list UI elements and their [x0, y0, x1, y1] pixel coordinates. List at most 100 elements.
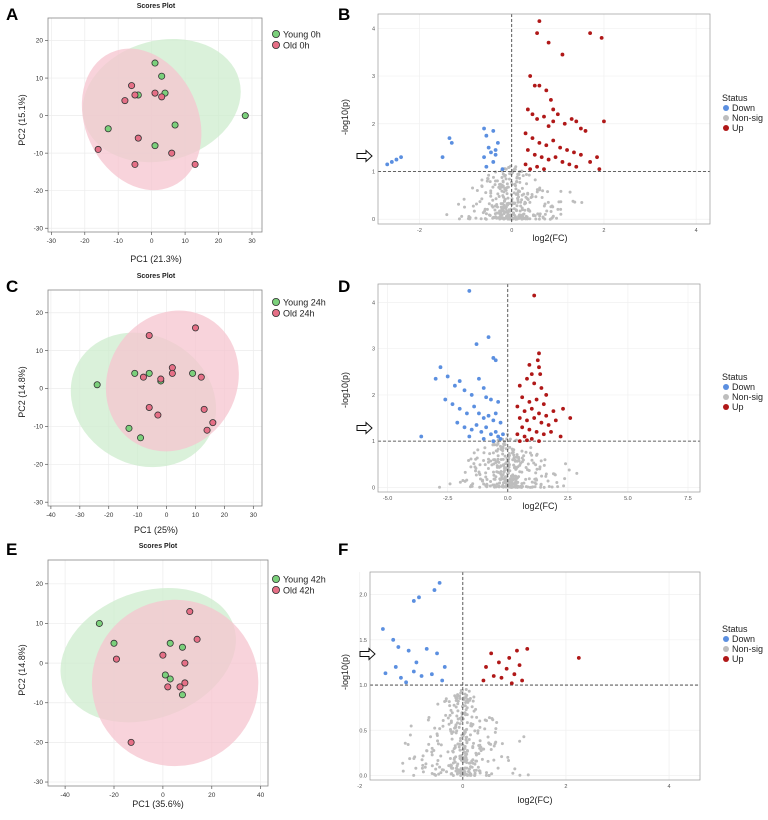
down-regulated-point — [435, 651, 439, 656]
non-sig-point — [526, 192, 530, 196]
y-axis-label: -log10(p) — [340, 99, 350, 135]
up-regulated-point — [523, 131, 528, 136]
non-sig-point — [473, 729, 477, 733]
non-sig-point — [535, 453, 539, 457]
non-sig-point — [557, 200, 561, 204]
legend-marker — [723, 646, 729, 652]
non-sig-point — [467, 459, 471, 463]
non-sig-point — [492, 744, 496, 748]
non-sig-point — [503, 466, 507, 470]
y-axis-label: PC2 (15.1%) — [17, 94, 27, 146]
up-regulated-point — [532, 152, 537, 157]
down-regulated-point — [450, 402, 455, 407]
non-sig-point — [489, 459, 493, 463]
up-regulated-point — [595, 155, 599, 160]
non-sig-point — [524, 214, 528, 218]
non-sig-point — [457, 217, 461, 221]
non-sig-point — [471, 186, 475, 190]
x-tick-label: 2 — [602, 228, 605, 234]
non-sig-point — [493, 208, 497, 212]
threshold-arrow-icon — [359, 647, 376, 661]
non-sig-point — [530, 453, 534, 457]
non-sig-point — [456, 709, 460, 713]
non-sig-point — [516, 198, 520, 202]
non-sig-point — [484, 773, 488, 777]
x-axis-label: log2(FC) — [517, 795, 552, 805]
down-regulated-point — [383, 671, 388, 676]
legend-label: Down — [732, 634, 755, 644]
non-sig-point — [460, 688, 464, 692]
y-tick-label: 2 — [372, 393, 375, 399]
young-sample-point — [104, 125, 112, 133]
plot-title: Scores Plot — [137, 273, 176, 280]
non-sig-point — [518, 773, 522, 777]
up-regulated-point — [551, 107, 556, 112]
non-sig-point — [420, 758, 424, 762]
legend-label: Down — [732, 103, 755, 113]
up-regulated-point — [555, 112, 560, 117]
legend-marker — [723, 105, 729, 111]
legend-title: Status — [722, 624, 748, 634]
up-regulated-point — [546, 124, 551, 129]
down-regulated-point — [498, 436, 503, 441]
up-regulated-point — [537, 365, 541, 370]
non-sig-point — [452, 703, 456, 707]
non-sig-point — [518, 180, 522, 184]
non-sig-point — [484, 191, 488, 195]
non-sig-point — [477, 769, 481, 773]
non-sig-point — [470, 759, 474, 763]
non-sig-point — [495, 179, 499, 183]
non-sig-point — [520, 449, 524, 453]
up-regulated-point — [528, 167, 533, 172]
non-sig-point — [510, 479, 514, 483]
old-sample-point — [181, 679, 189, 687]
non-sig-point — [575, 471, 579, 475]
panel-label: A — [6, 5, 18, 24]
x-tick-label: -20 — [80, 238, 90, 245]
up-regulated-point — [578, 126, 583, 131]
non-sig-point — [510, 170, 514, 174]
non-sig-point — [435, 762, 439, 766]
non-sig-point — [534, 463, 538, 467]
up-regulated-point — [535, 31, 539, 35]
non-sig-point — [494, 170, 498, 174]
y-axis-label: PC2 (14.8%) — [17, 644, 27, 696]
non-sig-point — [453, 694, 457, 698]
old-sample-point — [209, 419, 217, 427]
up-regulated-point — [551, 119, 556, 124]
x-tick-label: 20 — [215, 238, 223, 245]
up-regulated-point — [491, 674, 496, 678]
non-sig-point — [500, 183, 504, 187]
x-tick-label: 0 — [510, 228, 513, 234]
non-sig-point — [530, 195, 534, 199]
non-sig-point — [513, 184, 517, 188]
x-tick-label: 2 — [564, 784, 567, 790]
x-tick-label: 10 — [181, 238, 189, 245]
non-sig-point — [485, 179, 489, 183]
non-sig-point — [512, 463, 516, 467]
up-regulated-point — [562, 121, 567, 126]
non-sig-point — [539, 483, 543, 487]
down-regulated-point — [432, 588, 437, 592]
down-regulated-point — [443, 397, 448, 402]
non-sig-point — [495, 720, 499, 724]
young-sample-point — [178, 643, 186, 651]
panel-label: B — [338, 5, 350, 24]
non-sig-point — [427, 742, 431, 746]
non-sig-point — [477, 752, 481, 756]
non-sig-point — [455, 772, 459, 776]
y-tick-label: 1.5 — [359, 638, 367, 644]
plot-title: Scores Plot — [137, 3, 176, 10]
old-sample-point — [94, 145, 102, 153]
non-sig-point — [483, 446, 487, 450]
non-sig-point — [447, 700, 451, 704]
non-sig-point — [501, 194, 505, 198]
non-sig-point — [505, 192, 509, 196]
x-tick-label: -40 — [60, 792, 70, 799]
non-sig-point — [507, 208, 511, 212]
up-regulated-point — [481, 678, 486, 683]
legend-title: Status — [722, 372, 748, 382]
up-regulated-point — [539, 420, 544, 425]
non-sig-point — [502, 203, 506, 207]
non-sig-point — [406, 742, 410, 746]
